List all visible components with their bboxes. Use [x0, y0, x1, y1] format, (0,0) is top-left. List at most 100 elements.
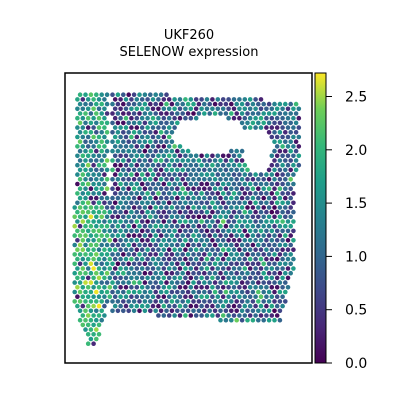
expression-spot — [83, 205, 88, 210]
expression-spot — [218, 308, 223, 314]
expression-spot — [288, 233, 294, 238]
expression-spot — [110, 308, 115, 314]
expression-spot — [148, 177, 153, 182]
expression-spot — [112, 144, 118, 149]
expression-spot — [234, 205, 239, 210]
expression-spot — [269, 181, 275, 187]
expression-spot — [102, 228, 107, 234]
expression-spot — [288, 252, 294, 257]
expression-spot — [193, 209, 199, 215]
expression-spot — [96, 219, 102, 224]
expression-spot — [104, 299, 110, 304]
expression-spot — [202, 195, 207, 201]
expression-spot — [196, 270, 202, 276]
expression-spot — [142, 308, 148, 314]
expression-spot — [166, 97, 172, 102]
expression-spot — [153, 186, 158, 191]
expression-spot — [277, 317, 283, 323]
expression-spot — [229, 233, 234, 238]
expression-spot — [247, 172, 253, 177]
expression-spot — [229, 167, 234, 173]
expression-spot — [123, 275, 129, 281]
expression-spot — [153, 299, 158, 304]
expression-spot — [83, 261, 88, 267]
expression-spot — [239, 177, 245, 182]
expression-spot — [212, 223, 218, 229]
expression-spot — [145, 275, 150, 281]
expression-spot — [277, 261, 283, 267]
expression-spot — [277, 167, 283, 173]
expression-spot — [158, 299, 164, 304]
expression-spot — [245, 289, 250, 295]
expression-spot — [164, 148, 169, 154]
expression-spot — [188, 294, 194, 300]
expression-spot — [134, 162, 140, 168]
expression-spot — [72, 289, 77, 295]
expression-spot — [148, 195, 153, 201]
expression-spot — [94, 280, 99, 285]
expression-spot — [75, 275, 80, 281]
expression-spot — [172, 115, 177, 121]
expression-spot — [193, 162, 199, 168]
expression-spot — [110, 261, 115, 267]
expression-spot — [223, 233, 229, 238]
expression-spot — [77, 120, 83, 126]
expression-spot — [161, 106, 167, 112]
expression-spot — [285, 285, 291, 290]
expression-spot — [261, 261, 267, 267]
expression-spot — [239, 120, 245, 126]
expression-spot — [72, 280, 77, 285]
expression-spot — [75, 97, 80, 102]
expression-spot — [215, 313, 221, 318]
expression-spot — [207, 289, 212, 295]
expression-spot — [75, 209, 80, 215]
expression-spot — [156, 106, 161, 112]
expression-spot — [83, 233, 88, 238]
expression-spot — [223, 111, 229, 116]
expression-spot — [121, 223, 126, 229]
expression-spot — [229, 148, 234, 154]
expression-spot — [123, 115, 129, 121]
expression-spot — [269, 266, 275, 271]
expression-spot — [99, 120, 104, 126]
expression-spot — [255, 186, 261, 191]
expression-spot — [255, 280, 261, 285]
expression-spot — [223, 280, 229, 285]
colorbar-tick-label: 0.5 — [345, 303, 367, 319]
expression-spot — [148, 186, 153, 191]
expression-spot — [188, 266, 194, 271]
expression-spot — [94, 111, 99, 116]
expression-spot — [180, 186, 185, 191]
expression-spot — [88, 148, 94, 154]
expression-spot — [148, 158, 153, 163]
expression-spot — [156, 256, 161, 262]
expression-spot — [129, 125, 134, 130]
expression-spot — [121, 139, 126, 144]
expression-spot — [145, 228, 150, 234]
expression-spot — [274, 153, 280, 159]
expression-spot — [245, 261, 250, 267]
expression-spot — [115, 167, 121, 173]
expression-spot — [118, 106, 123, 112]
expression-spot — [191, 101, 196, 107]
expression-spot — [94, 186, 99, 191]
expression-spot — [80, 209, 86, 215]
expression-spot — [85, 256, 91, 262]
expression-spot — [145, 134, 150, 140]
expression-spot — [285, 209, 291, 215]
expression-spot — [226, 247, 231, 252]
expression-spot — [153, 233, 158, 238]
expression-spot — [104, 111, 110, 116]
expression-spot — [169, 148, 175, 154]
expression-spot — [91, 106, 96, 112]
expression-spot — [161, 303, 167, 309]
expression-spot — [75, 191, 80, 196]
expression-spot — [88, 336, 94, 342]
expression-spot — [277, 120, 283, 126]
expression-spot — [161, 238, 167, 243]
expression-spot — [112, 238, 118, 243]
expression-spot — [85, 228, 91, 234]
expression-spot — [242, 191, 248, 196]
expression-spot — [75, 125, 80, 130]
expression-spot — [142, 289, 148, 295]
